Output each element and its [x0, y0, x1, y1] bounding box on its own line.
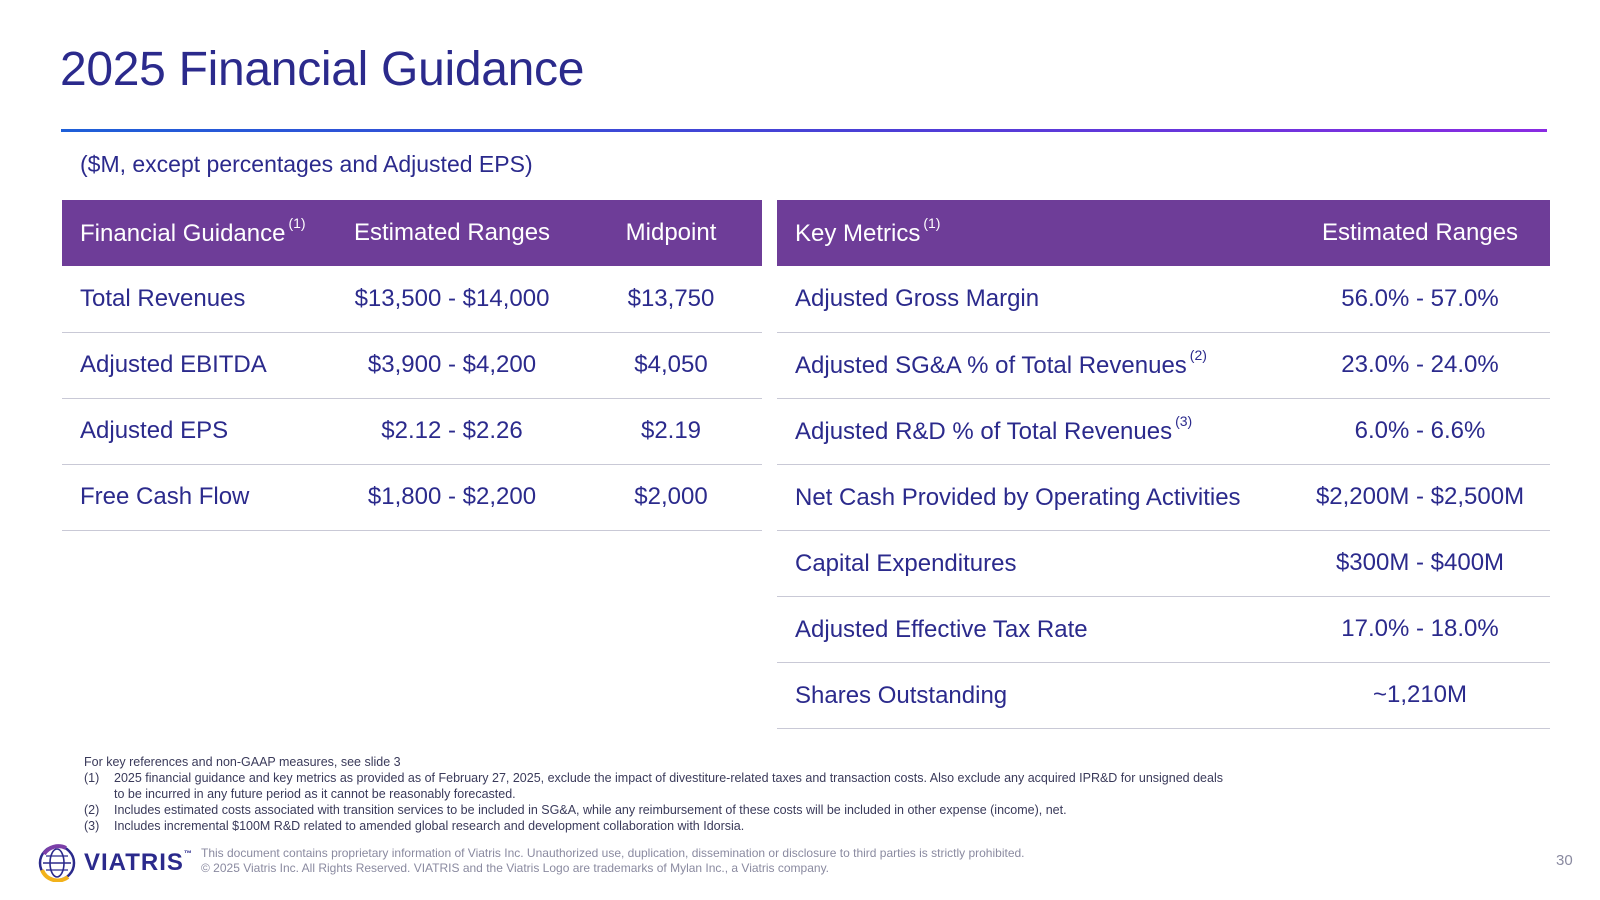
row-label: Adjusted SG&A % of Total Revenues	[795, 351, 1187, 379]
footer: VIATRIS™ This document contains propriet…	[0, 844, 1600, 900]
footnote-number: (2)	[84, 803, 100, 817]
logo-text: VIATRIS	[84, 849, 184, 876]
row-range: $300M - $400M	[1290, 530, 1550, 597]
row-label-cell: Net Cash Provided by Operating Activitie…	[777, 464, 1290, 531]
header-financial-guidance: Financial Guidance (1)	[62, 200, 324, 266]
row-label: Adjusted Effective Tax Rate	[795, 615, 1088, 643]
footnote-ref: (1)	[923, 214, 941, 231]
footnote-ref: (3)	[1175, 412, 1193, 429]
logo-wordmark: VIATRIS™	[84, 849, 193, 877]
table-row: Total Revenues $13,500 - $14,000 $13,750	[62, 266, 762, 333]
row-range: $2.12 - $2.26	[324, 398, 580, 465]
footnote-text: 2025 financial guidance and key metrics …	[114, 771, 1223, 801]
row-label: Shares Outstanding	[795, 681, 1008, 709]
financial-guidance-table: Financial Guidance (1) Estimated Ranges M…	[62, 200, 762, 531]
table-header-row: Financial Guidance (1) Estimated Ranges M…	[62, 200, 762, 266]
header-estimated-ranges: Estimated Ranges	[324, 200, 580, 266]
row-range: $1,800 - $2,200	[324, 464, 580, 531]
header-key-metrics: Key Metrics (1)	[777, 200, 1290, 266]
row-label-cell: Adjusted Effective Tax Rate	[777, 596, 1290, 663]
row-label-cell: Shares Outstanding	[777, 662, 1290, 729]
footnote-text: Includes estimated costs associated with…	[114, 803, 1067, 817]
row-range: 6.0% - 6.6%	[1290, 398, 1550, 465]
row-label: Free Cash Flow	[62, 464, 324, 531]
table-row: Net Cash Provided by Operating Activitie…	[777, 464, 1550, 531]
row-label: Adjusted EBITDA	[62, 332, 324, 399]
row-midpoint: $13,750	[580, 266, 762, 333]
row-midpoint: $2,000	[580, 464, 762, 531]
title-divider	[61, 129, 1547, 132]
trademark-symbol: ™	[183, 849, 193, 858]
row-range: $13,500 - $14,000	[324, 266, 580, 333]
header-midpoint: Midpoint	[580, 200, 762, 266]
legal-notice: This document contains proprietary infor…	[201, 846, 1025, 876]
table-row: Shares Outstanding ~1,210M	[777, 662, 1550, 729]
footnote-number: (3)	[84, 819, 100, 833]
table-row: Adjusted EBITDA $3,900 - $4,200 $4,050	[62, 332, 762, 399]
row-label: Adjusted Gross Margin	[795, 285, 1040, 313]
row-label: Adjusted R&D % of Total Revenues	[795, 417, 1173, 445]
row-range: 17.0% - 18.0%	[1290, 596, 1550, 663]
row-label-cell: Adjusted R&D % of Total Revenues (3)	[777, 398, 1290, 465]
row-label-cell: Adjusted Gross Margin	[777, 266, 1290, 333]
footnotes: For key references and non-GAAP measures…	[84, 754, 1234, 834]
row-label: Net Cash Provided by Operating Activitie…	[795, 483, 1241, 511]
table-row: Free Cash Flow $1,800 - $2,200 $2,000	[62, 464, 762, 531]
table-row: Adjusted Gross Margin 56.0% - 57.0%	[777, 266, 1550, 333]
key-metrics-table: Key Metrics (1) Estimated Ranges Adjusted…	[777, 200, 1550, 729]
row-label-cell: Capital Expenditures	[777, 530, 1290, 597]
row-label: Total Revenues	[62, 266, 324, 333]
table-row: Adjusted EPS $2.12 - $2.26 $2.19	[62, 398, 762, 465]
row-range: $2,200M - $2,500M	[1290, 464, 1550, 531]
header-estimated-ranges: Estimated Ranges	[1290, 200, 1550, 266]
row-label: Adjusted EPS	[62, 398, 324, 465]
row-midpoint: $2.19	[580, 398, 762, 465]
header-label: Key Metrics	[795, 219, 921, 247]
footnote-number: (1)	[84, 771, 100, 785]
row-range: $3,900 - $4,200	[324, 332, 580, 399]
legal-line: © 2025 Viatris Inc. All Rights Reserved.…	[201, 861, 830, 875]
footnote-item: (3) Includes incremental $100M R&D relat…	[84, 818, 1234, 834]
row-label: Capital Expenditures	[795, 549, 1017, 577]
table-row: Adjusted R&D % of Total Revenues (3) 6.0%…	[777, 398, 1550, 465]
row-midpoint: $4,050	[580, 332, 762, 399]
footnote-ref: (2)	[1189, 346, 1207, 363]
row-range: ~1,210M	[1290, 662, 1550, 729]
footnote-text: Includes incremental $100M R&D related t…	[114, 819, 745, 833]
row-range: 23.0% - 24.0%	[1290, 332, 1550, 399]
table-row: Capital Expenditures $300M - $400M	[777, 530, 1550, 597]
footnote-item: (1) 2025 financial guidance and key metr…	[84, 770, 1234, 802]
footnote-item: (2) Includes estimated costs associated …	[84, 802, 1234, 818]
viatris-logo: VIATRIS™	[38, 844, 193, 882]
table-row: Adjusted SG&A % of Total Revenues (2) 23.…	[777, 332, 1550, 399]
table-row: Adjusted Effective Tax Rate 17.0% - 18.0…	[777, 596, 1550, 663]
table-header-row: Key Metrics (1) Estimated Ranges	[777, 200, 1550, 266]
footnote-ref: (1)	[288, 214, 306, 231]
footnote-intro: For key references and non-GAAP measures…	[84, 755, 401, 769]
row-label-cell: Adjusted SG&A % of Total Revenues (2)	[777, 332, 1290, 399]
page-number: 30	[1556, 852, 1573, 869]
row-range: 56.0% - 57.0%	[1290, 266, 1550, 333]
header-label: Financial Guidance	[80, 219, 286, 247]
units-subtitle: ($M, except percentages and Adjusted EPS…	[80, 151, 533, 177]
page-title: 2025 Financial Guidance	[60, 43, 585, 96]
legal-line: This document contains proprietary infor…	[201, 846, 1025, 860]
globe-logo-icon	[38, 844, 76, 882]
